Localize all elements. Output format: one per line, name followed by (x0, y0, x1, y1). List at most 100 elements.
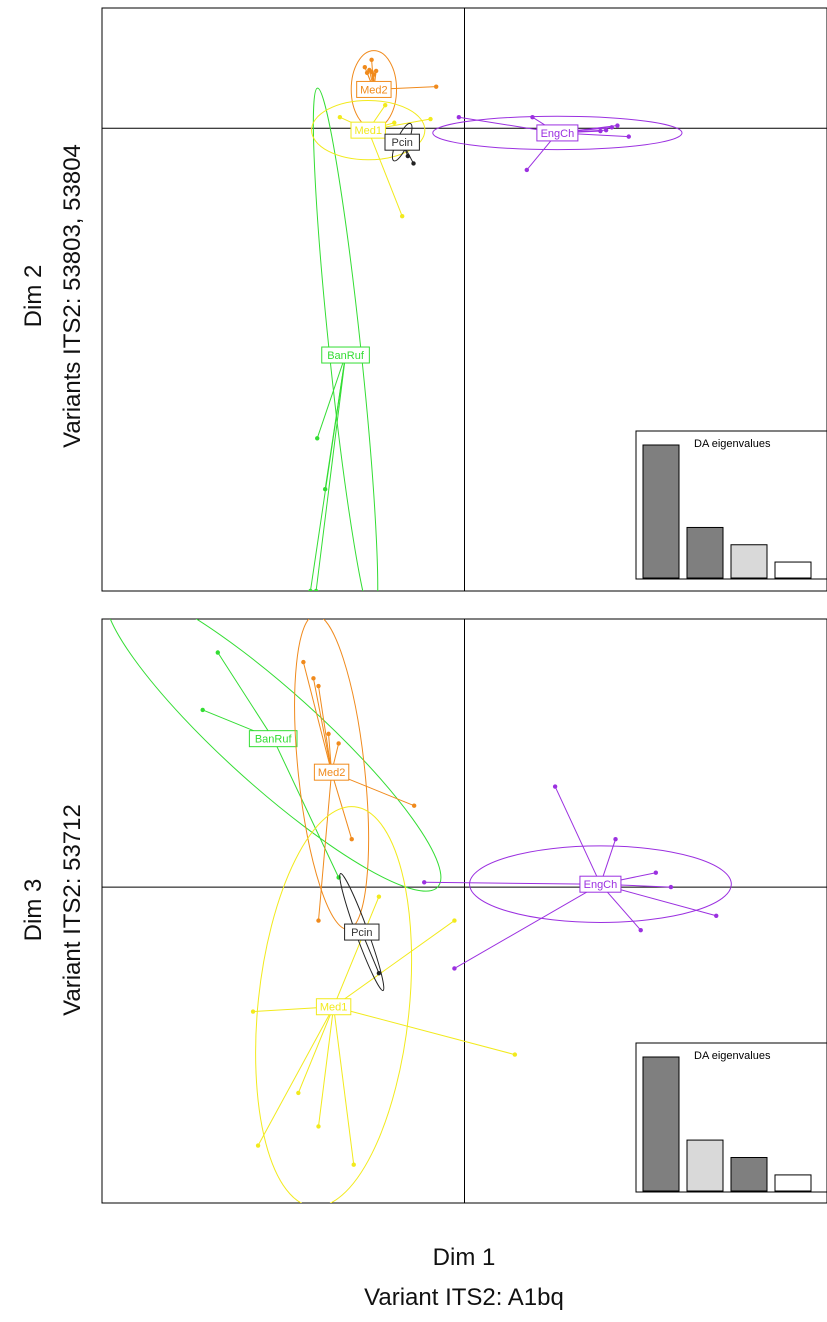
eigenvalue-bar (774, 561, 812, 579)
label-text-med1: Med1 (354, 125, 382, 137)
spoke-med1 (297, 1006, 335, 1094)
spoke-engch (554, 786, 601, 885)
point-med2 (301, 659, 306, 665)
point-med1 (250, 1009, 256, 1014)
ellipse-engch (469, 845, 732, 923)
point-pcin (405, 153, 411, 159)
ellipse-med1 (255, 806, 413, 1203)
spoke-med2 (331, 772, 353, 840)
point-pcin (411, 161, 416, 166)
point-pcin (376, 971, 382, 976)
panel1-ylabel-line2: Variants ITS2: 53803, 53804 (59, 144, 86, 448)
point-engch (422, 880, 427, 885)
spoke-banruf (272, 738, 340, 878)
spoke-med2 (302, 661, 333, 773)
xlabel-line1: Dim 1 (433, 1244, 496, 1271)
panel-dim1-dim3: BanRuf Med2 Med1 EngCh Pcin DA eigenvalues (101, 618, 827, 1204)
spoke-med1 (333, 896, 380, 1007)
point-banruf (215, 650, 220, 655)
label-text-engch: EngCh (584, 879, 618, 891)
point-med2 (311, 676, 316, 681)
point-engch (598, 128, 603, 134)
ellipse-banruf (104, 619, 442, 892)
point-engch (638, 927, 643, 933)
point-engch (626, 134, 631, 139)
point-banruf (200, 707, 205, 713)
eigenvalue-bar (642, 1056, 680, 1192)
label-box-banruf (321, 346, 370, 364)
label-text-pcin: Pcin (351, 927, 372, 939)
eigenvalue-bar (686, 1139, 724, 1192)
xlabel-line2: Variant ITS2: A1bq (364, 1284, 564, 1311)
spoke-banruf (217, 652, 274, 739)
point-med2 (316, 918, 321, 923)
panel2-ylabel-line2: Variant ITS2: 53712 (59, 804, 86, 1016)
label-text-pcin: Pcin (391, 137, 412, 149)
point-engch (653, 870, 659, 875)
spoke-med2 (317, 772, 333, 921)
eigenvalue-bar (642, 444, 680, 579)
spoke-med1 (333, 920, 455, 1008)
spoke-med1 (257, 1006, 335, 1146)
point-med1 (383, 102, 388, 108)
point-med1 (376, 894, 382, 899)
point-med2 (316, 683, 321, 689)
point-engch (615, 123, 620, 128)
label-box-banruf (248, 730, 298, 748)
spoke-engch (454, 883, 601, 969)
label-box-pcin (384, 133, 420, 151)
spoke-banruf (316, 354, 347, 439)
label-box-med2 (313, 763, 350, 781)
point-engch (456, 114, 462, 120)
point-engch (524, 167, 530, 173)
eigenvalue-bar (730, 544, 768, 579)
label-med1: Med1 (315, 998, 352, 1016)
point-banruf (313, 588, 319, 591)
point-med2 (433, 84, 439, 89)
label-text-med2: Med2 (360, 84, 388, 96)
label-engch: EngCh (579, 875, 622, 893)
point-banruf (308, 588, 313, 591)
inset-title: DA eigenvalues (694, 438, 771, 450)
plot-area: BanRuf Med2 Med1 EngCh Pcin (102, 619, 827, 1203)
point-med1 (452, 918, 457, 923)
label-engch: EngCh (536, 124, 579, 142)
point-med1 (296, 1090, 301, 1096)
point-engch (668, 884, 674, 890)
label-box-pcin (344, 923, 380, 941)
spoke-banruf (309, 354, 347, 591)
point-med1 (316, 1124, 321, 1129)
point-banruf (315, 436, 320, 441)
spoke-med1 (317, 1006, 335, 1127)
spoke-med1 (333, 1006, 515, 1056)
label-pcin: Pcin (344, 923, 380, 941)
point-med2 (336, 741, 341, 746)
label-box-med1 (315, 998, 352, 1016)
ellipse-med1 (311, 100, 426, 161)
spoke-banruf (315, 354, 347, 591)
point-engch (603, 127, 609, 133)
spoke-engch (424, 881, 601, 885)
label-banruf: BanRuf (321, 346, 370, 364)
spoke-med1 (333, 1006, 355, 1165)
eigenvalue-bar (730, 1157, 768, 1192)
label-banruf: BanRuf (248, 730, 298, 748)
point-med2 (411, 803, 417, 808)
point-med1 (392, 120, 397, 125)
label-box-engch (579, 875, 622, 893)
spoke-med1 (367, 129, 403, 217)
inset-title: DA eigenvalues (694, 1050, 771, 1062)
label-med2: Med2 (313, 763, 350, 781)
point-med2 (362, 65, 368, 70)
spoke-med2 (317, 685, 333, 773)
spoke-med2 (312, 678, 333, 773)
label-med2: Med2 (356, 80, 392, 98)
point-med2 (373, 68, 379, 74)
point-med1 (428, 116, 433, 122)
plot-area: BanRuf Med2 Med1 EngCh Pcin (102, 8, 827, 591)
point-med1 (399, 214, 405, 219)
panel-dim1-dim2: BanRuf Med2 Med1 EngCh Pcin DA eigenvalues (101, 7, 827, 592)
label-text-engch: EngCh (541, 128, 575, 140)
eigenvalues-inset: DA eigenvalues (635, 430, 827, 580)
point-med1 (337, 114, 343, 120)
